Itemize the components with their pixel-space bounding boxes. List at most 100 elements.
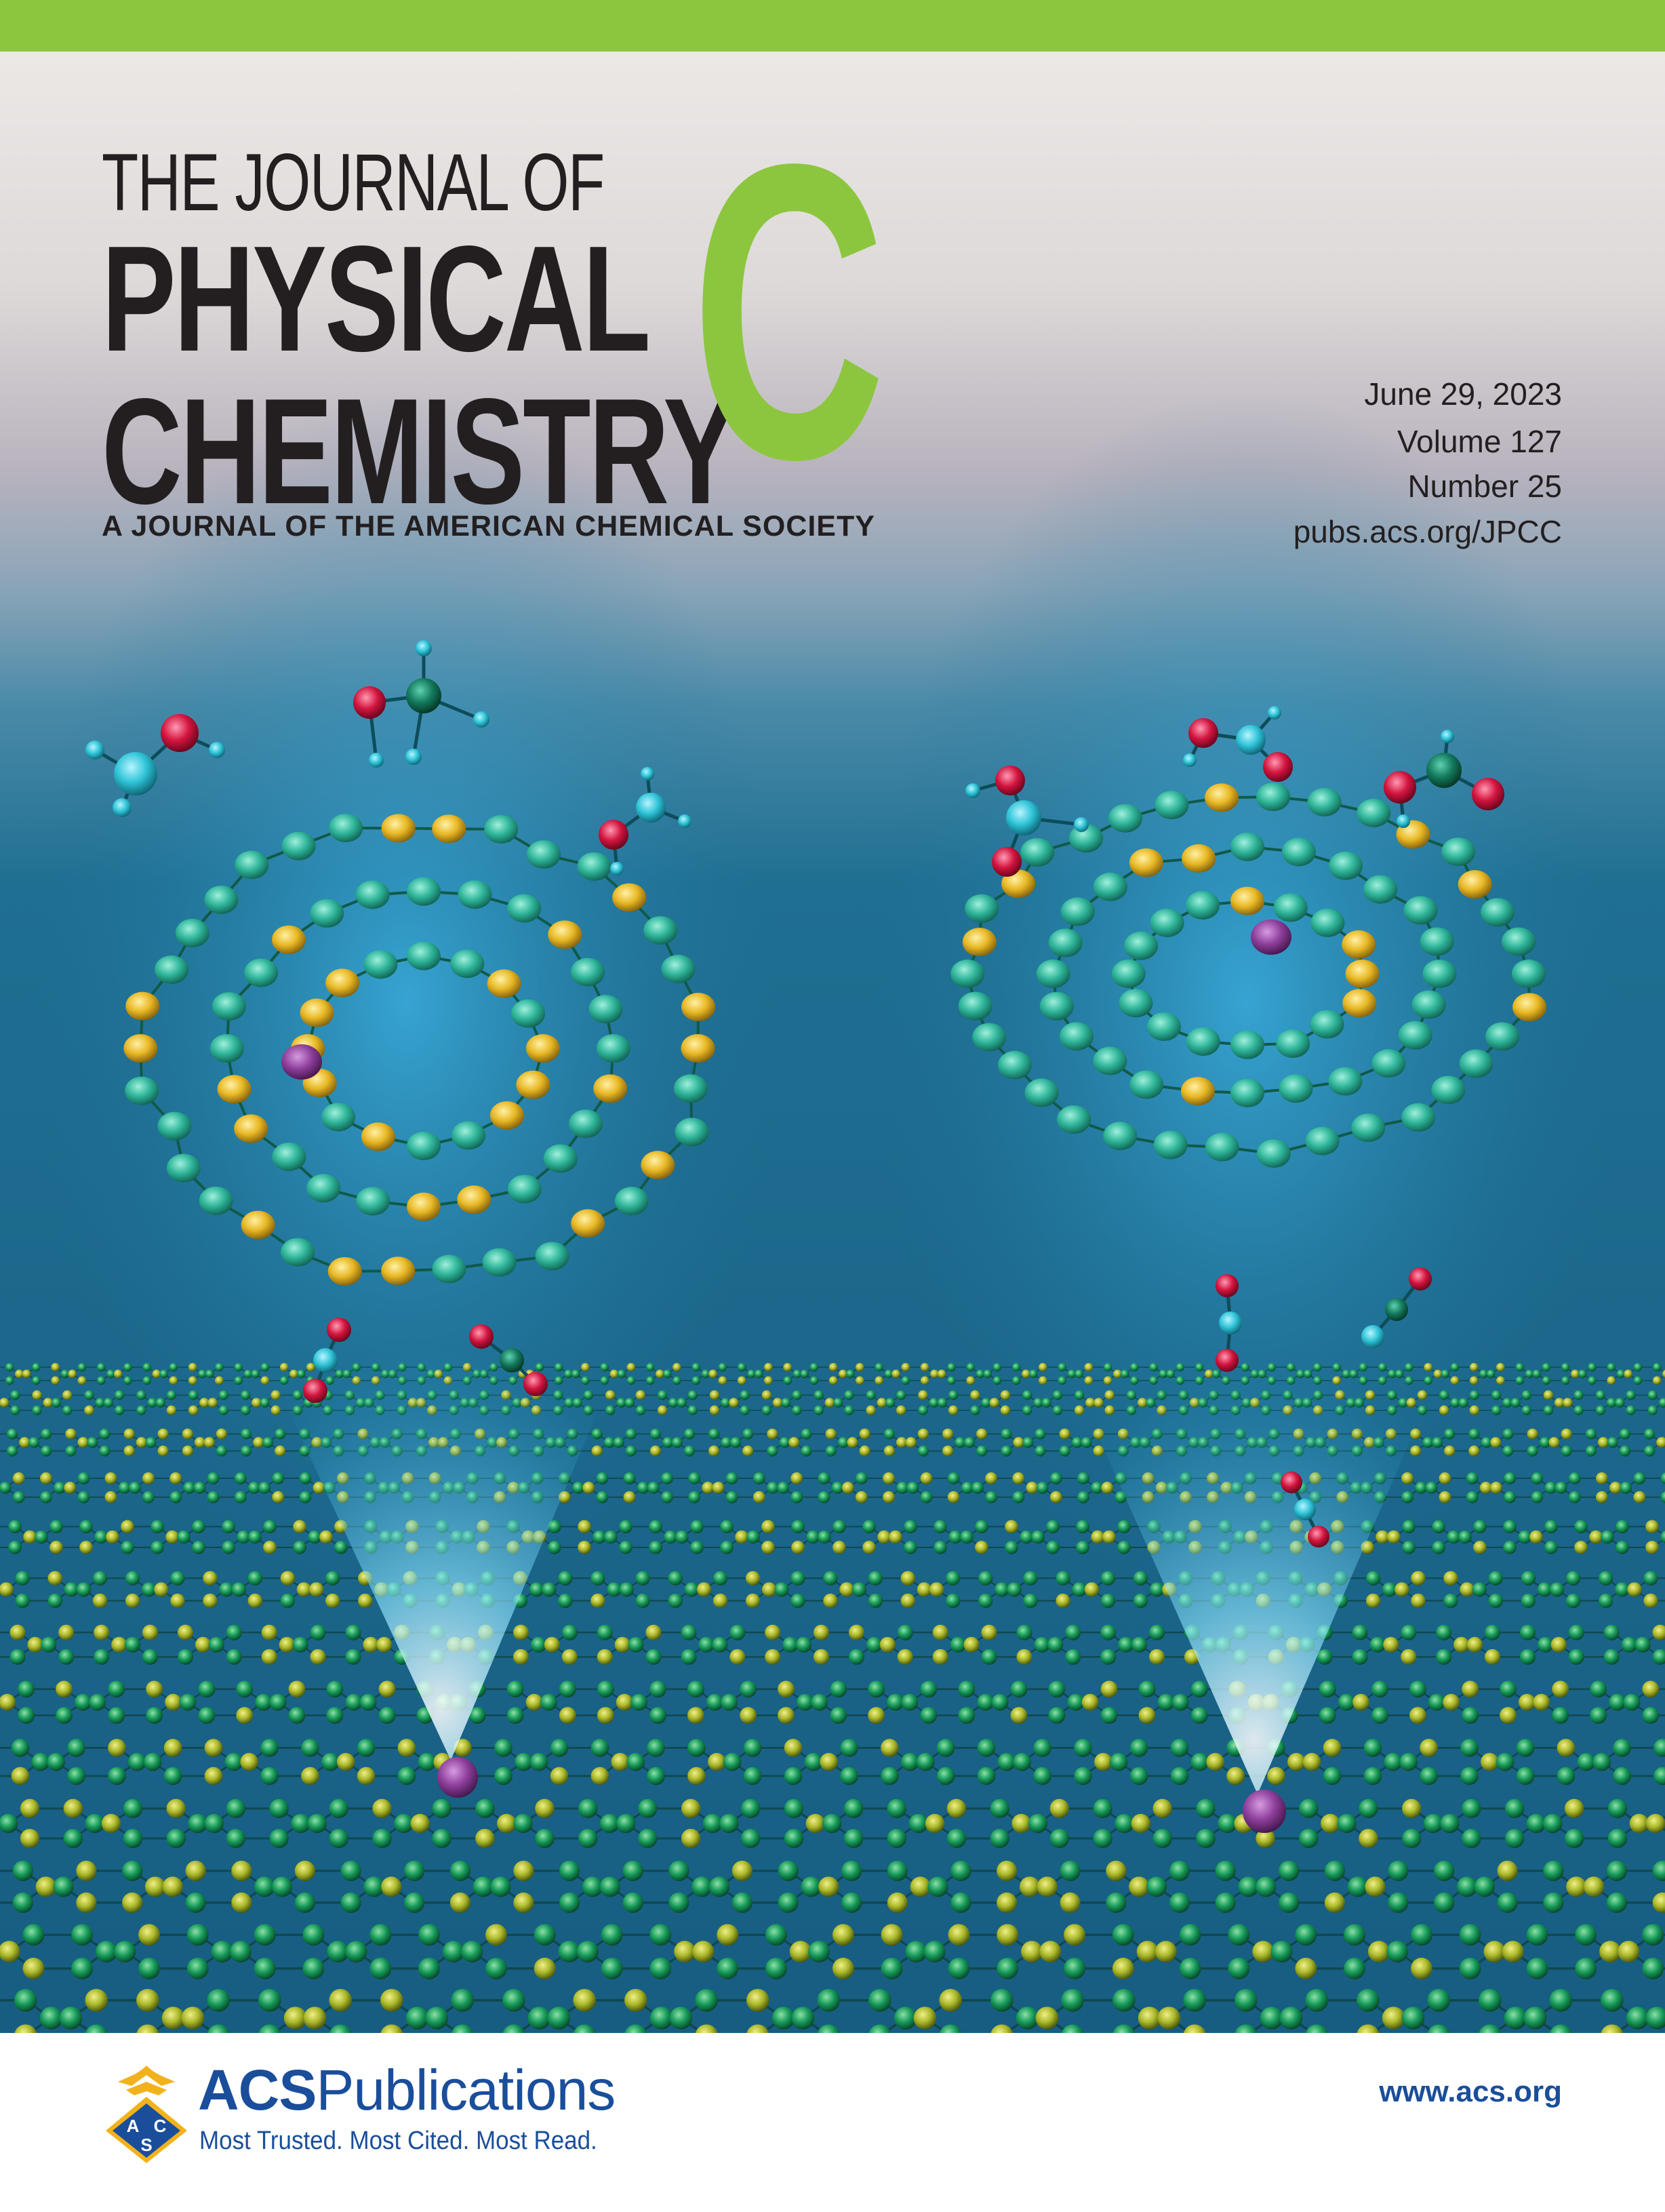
lattice-atom: [1561, 1376, 1570, 1385]
lattice-atom: [1260, 2007, 1283, 2030]
lattice-atom: [236, 1707, 254, 1724]
flake-atom: [998, 1050, 1032, 1080]
lattice-atom: [1488, 1593, 1503, 1608]
lattice-atom: [1395, 1582, 1409, 1597]
lattice-atom: [981, 1624, 997, 1640]
lattice-atom: [920, 1490, 933, 1503]
lattice-atom: [62, 1405, 73, 1415]
lattice-atom: [1010, 1680, 1028, 1698]
lattice-atom: [790, 1571, 805, 1586]
lattice-atom: [1653, 1739, 1665, 1757]
lattice-atom: [145, 1437, 157, 1448]
lattice-atom: [950, 1892, 971, 1913]
lattice-atom: [336, 1752, 355, 1771]
lattice-atom: [1601, 1989, 1624, 2012]
lattice-atom: [649, 1707, 666, 1724]
lattice-atom: [1369, 1636, 1386, 1653]
lattice-atom: [231, 1860, 252, 1881]
flake-atom: [1329, 851, 1363, 880]
lattice-atom: [1091, 1530, 1104, 1544]
graphene-flake-left: [123, 813, 716, 1286]
lattice-atom: [39, 2007, 63, 2030]
lattice-atom: [1502, 1428, 1514, 1440]
lattice-atom: [186, 1957, 209, 1979]
lattice-atom: [485, 1957, 507, 1979]
lattice-atom: [825, 1445, 837, 1457]
lattice-atom: [240, 1405, 251, 1415]
lattice-atom: [1401, 2007, 1425, 2030]
lattice-atom: [405, 2007, 429, 2030]
journal-url[interactable]: pubs.acs.org/JPCC: [1293, 514, 1562, 549]
lattice-atom: [94, 1530, 108, 1544]
lattice-atom: [1566, 1876, 1587, 1897]
lattice-atom: [1036, 1482, 1049, 1494]
lattice-atom: [1112, 2024, 1136, 2033]
lattice-atom: [1443, 1593, 1458, 1608]
lattice-atom: [1652, 1624, 1665, 1640]
lattice-atom: [1033, 1739, 1051, 1757]
flake-atom: [484, 814, 519, 844]
lattice-atom: [177, 1648, 194, 1665]
lattice-atom: [475, 1798, 495, 1819]
lattice-atom: [918, 1390, 928, 1400]
flake-atom: [1357, 798, 1391, 827]
lattice-atom: [723, 1752, 742, 1771]
lattice-atom: [147, 1398, 157, 1408]
lattice-atom: [1481, 1437, 1492, 1448]
lattice-atom: [198, 1369, 207, 1379]
lattice-atom: [1035, 1428, 1046, 1440]
lattice-atom: [1371, 1680, 1388, 1698]
lattice-atom: [329, 2024, 352, 2033]
lattice-atom: [1423, 1813, 1443, 1834]
lattice-atom: [502, 2024, 525, 2033]
lattice-atom: [1371, 1707, 1388, 1724]
lattice-atom: [657, 1405, 668, 1415]
lattice-atom: [260, 1376, 270, 1385]
lattice-atom: [326, 1707, 344, 1724]
lattice-atom: [1270, 1941, 1293, 1963]
lattice-atom: [1595, 1472, 1608, 1484]
lattice-atom: [1034, 1636, 1050, 1653]
lattice-atom: [635, 1390, 645, 1400]
lattice-atom: [1058, 1362, 1066, 1372]
flake-atom: [543, 1144, 578, 1173]
lattice-atom: [709, 1390, 720, 1400]
lattice-atom: [740, 1828, 761, 1849]
flake-atom: [1155, 791, 1189, 820]
lattice-atom: [1443, 1693, 1460, 1711]
lattice-atom: [1468, 1428, 1480, 1440]
lattice-atom: [71, 1924, 94, 1946]
lattice-atom: [813, 1624, 830, 1640]
lattice-atom: [1196, 1798, 1216, 1819]
lattice-atom: [1595, 1490, 1608, 1503]
lattice-atom: [1574, 1520, 1588, 1534]
lattice-atom: [1519, 1624, 1536, 1640]
lattice-atom: [1496, 1362, 1505, 1372]
lattice-atom: [1616, 1520, 1629, 1534]
lattice-atom: [123, 1828, 143, 1849]
lattice-atom: [989, 1398, 999, 1408]
lattice-atom: [1440, 1813, 1460, 1834]
lattice-atom: [269, 1798, 289, 1819]
lattice-atom: [340, 1892, 361, 1913]
lattice-atom: [497, 1813, 517, 1834]
flake-atom: [1422, 960, 1457, 988]
lattice-atom: [778, 1707, 795, 1724]
lattice-atom: [1190, 1680, 1208, 1698]
lattice-atom: [881, 1924, 903, 1946]
lattice-atom: [142, 1472, 155, 1484]
lattice-atom: [527, 2007, 551, 2030]
lattice-atom: [1592, 1752, 1611, 1771]
lattice-atom: [1660, 1491, 1665, 1503]
publisher-website[interactable]: www.acs.org: [1379, 2075, 1562, 2108]
section-letter: C: [691, 77, 886, 547]
lattice-atom: [1590, 1707, 1607, 1724]
molecule-atom: [1268, 706, 1281, 719]
top-accent-bar: [0, 0, 1665, 52]
lattice-atom: [1157, 2007, 1181, 2030]
lattice-atom: [578, 1828, 598, 1849]
lattice-atom: [649, 1957, 672, 1979]
lattice-atom: [1179, 1924, 1201, 1946]
lattice-atom: [136, 1437, 147, 1448]
